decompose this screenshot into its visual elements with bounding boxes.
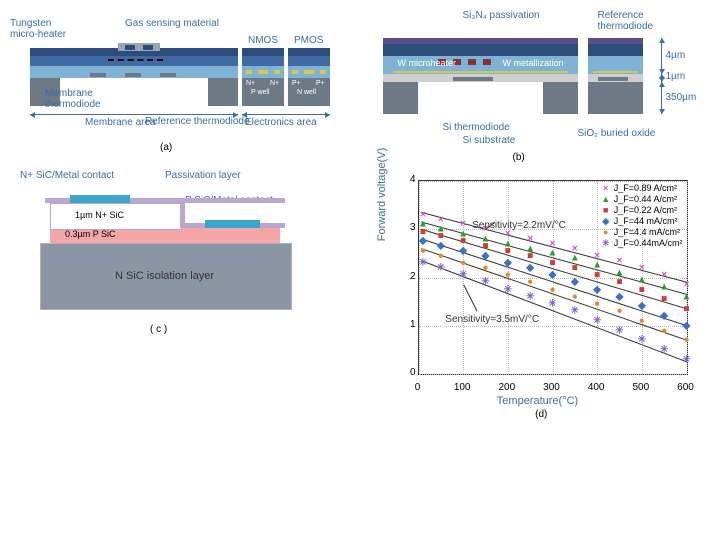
arrow-elec-area — [242, 114, 330, 115]
dim-350um — [661, 82, 662, 114]
label-nmos: NMOS — [248, 35, 278, 46]
diagram-b: W microheater W metallization — [383, 38, 653, 118]
dim-1um — [661, 74, 662, 82]
caption-a: (a) — [160, 142, 172, 153]
label-si-sub: Si substrate — [463, 135, 516, 146]
caption-b: (b) — [513, 152, 525, 163]
panel-d: ×××××××××××××▲▲▲▲▲▲▲▲▲▲▲▲▲■■■■■■■■■■■■■◆… — [363, 170, 706, 420]
label-ref-b: Reference thermodiode — [598, 10, 654, 32]
label-passiv: Si₃N₄ passivation — [463, 10, 540, 21]
label-gas: Gas sensing material — [125, 18, 219, 29]
caption-c: ( c ) — [150, 324, 167, 335]
dim-4um — [661, 38, 662, 74]
panel-b: Si₃N₄ passivation Reference thermodiode … — [363, 10, 706, 160]
label-memb-area: Membrane area — [85, 117, 156, 128]
diagram-c: N SiC isolation layer 0.3µm P SiC 1µm N+… — [40, 188, 290, 308]
label-elec-area: Electronics area — [245, 117, 317, 128]
label-buried: SiO₂ buried oxide — [578, 128, 656, 139]
arrow-membrane-area — [30, 114, 238, 115]
label-si-thermo: Si thermodiode — [443, 122, 510, 133]
xlabel: Temperature(°C) — [497, 395, 578, 407]
label-tungsten: Tungsten micro-heater — [10, 18, 66, 40]
label-ncontact: N+ SiC/Metal contact — [20, 170, 114, 181]
label-passiv-c: Passivation layer — [165, 170, 241, 181]
panel-c: N+ SiC/Metal contact Passivation layer P… — [10, 170, 353, 340]
chart-d: ×××××××××××××▲▲▲▲▲▲▲▲▲▲▲▲▲■■■■■■■■■■■■■◆… — [378, 170, 698, 405]
caption-d: (d) — [378, 409, 706, 420]
label-memb-thermo: Membrane thermodiode — [45, 88, 101, 110]
panel-a: Tungsten micro-heater Gas sensing materi… — [10, 10, 353, 160]
label-pmos: PMOS — [294, 35, 323, 46]
